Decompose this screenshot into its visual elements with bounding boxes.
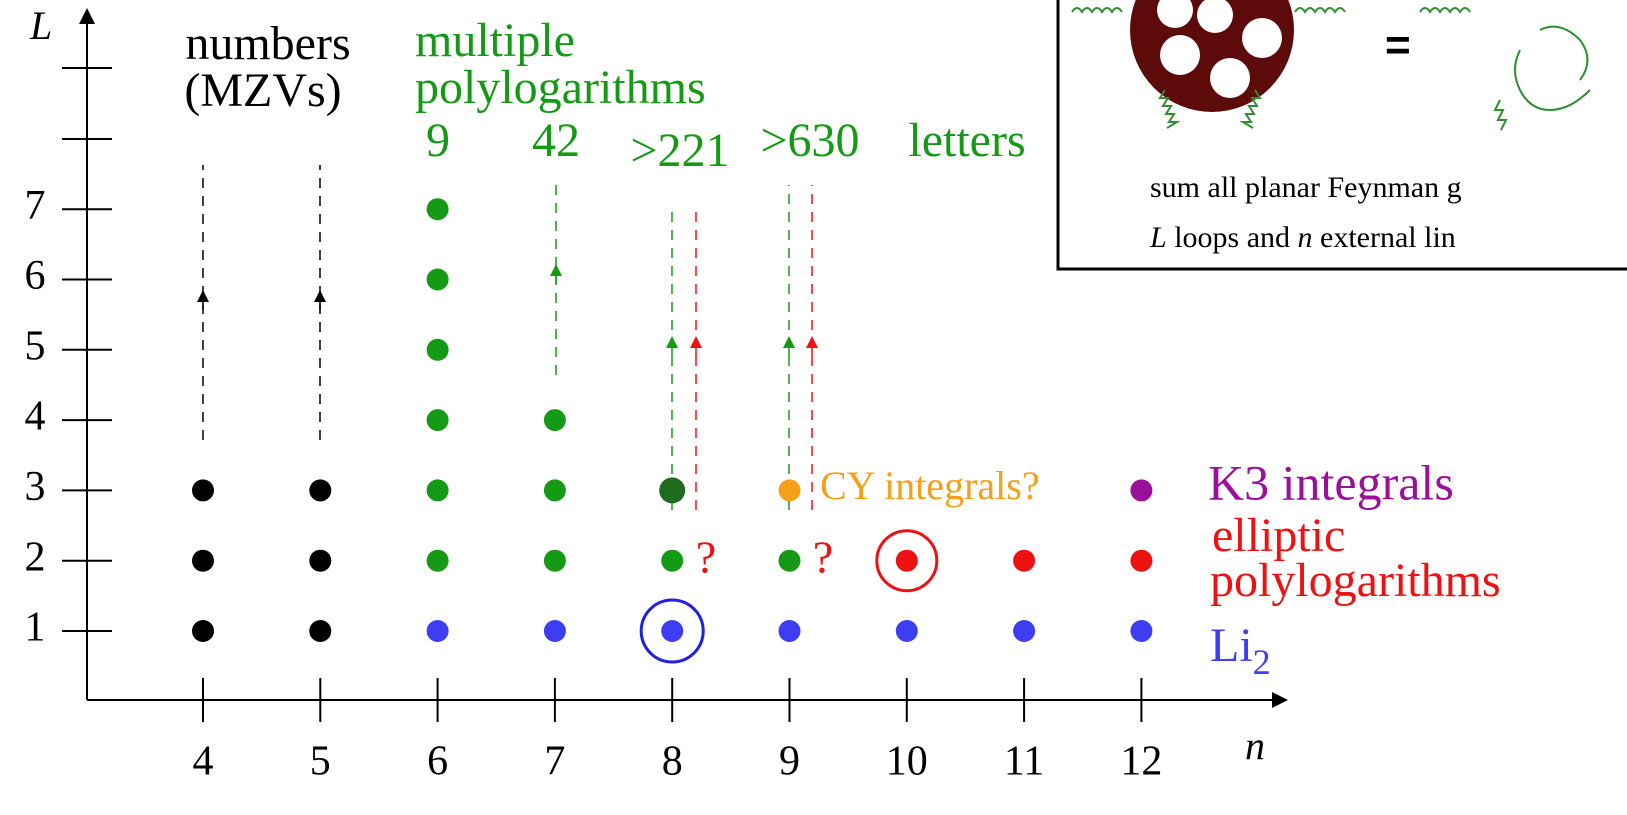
dot [427,409,449,431]
dot [544,550,566,572]
dot [544,479,566,501]
caption: L loops and n external lin [1149,221,1456,254]
dot [192,479,214,501]
x-tick-label: 10 [886,739,928,785]
header: (MZVs) [184,64,341,117]
header: polylogarithms [415,61,706,114]
x-tick-label: 4 [193,739,214,785]
dot [896,620,918,642]
y-tick-label: 3 [25,464,46,510]
dot [1130,550,1152,572]
letter-count: 42 [532,114,580,167]
li-sub: 2 [1253,642,1271,682]
question: ? [696,532,716,583]
caption-part: external lin [1313,221,1456,254]
equals: = [1385,21,1411,70]
letter-count: letters [908,114,1025,167]
cy-label: CY integrals? [820,463,1040,508]
dot [1013,620,1035,642]
dot [309,550,331,572]
dot [192,550,214,572]
y-tick-label: 2 [25,534,46,580]
k3-label: K3 integrals [1208,454,1454,510]
dot [661,620,683,642]
dot [427,269,449,291]
dot [427,620,449,642]
hole [1210,58,1250,98]
dot [896,550,918,572]
caption-part: L [1149,221,1167,254]
dot [192,620,214,642]
header: numbers [185,17,350,70]
x-tick-label: 7 [544,739,565,785]
x-tick-label: 9 [779,739,800,785]
hole [1242,18,1282,58]
inset: = sum all planar Feynman g L loops and n… [1058,0,1627,269]
dot [427,479,449,501]
li: Li [1210,619,1253,672]
y-tick-label: 7 [25,183,46,229]
dot [779,620,801,642]
dot [309,620,331,642]
dot [427,198,449,220]
dot [661,550,683,572]
elliptic-label: polylogarithms [1210,554,1501,607]
dot [544,409,566,431]
hole [1160,35,1200,75]
li-label: Li2 [1210,619,1271,682]
dot [779,550,801,572]
dot [1130,620,1152,642]
question: ? [813,532,833,583]
dot [1013,550,1035,572]
x-tick-label: 5 [310,739,331,785]
y-tick-label: 4 [25,394,46,440]
x-tick-label: 11 [1004,739,1044,785]
dot [427,550,449,572]
y-tick-label: 6 [25,253,46,299]
letter-count: 9 [426,114,450,167]
caption-part: loops and [1167,221,1298,254]
dot [1130,479,1152,501]
caption-part: n [1298,221,1313,254]
x-tick-label: 12 [1120,739,1162,785]
diagram: = sum all planar Feynman g L loops and n… [0,0,1627,815]
letter-count: >630 [760,114,859,167]
letters: 9 42 >221 >630 letters [426,114,1026,177]
y-tick-label: 5 [25,323,46,369]
dot [544,620,566,642]
letter-count: >221 [630,124,729,177]
x-tick-label: 6 [427,739,448,785]
x-tick-label: 8 [662,739,683,785]
x-axis-label: n [1245,723,1265,768]
caption: sum all planar Feynman g [1150,171,1462,204]
header: multiple [415,14,575,67]
dot [309,479,331,501]
dot [659,477,685,503]
y-axis-label: L [29,3,52,48]
dot [427,339,449,361]
dot [779,479,801,501]
y-tick-label: 1 [25,605,46,651]
